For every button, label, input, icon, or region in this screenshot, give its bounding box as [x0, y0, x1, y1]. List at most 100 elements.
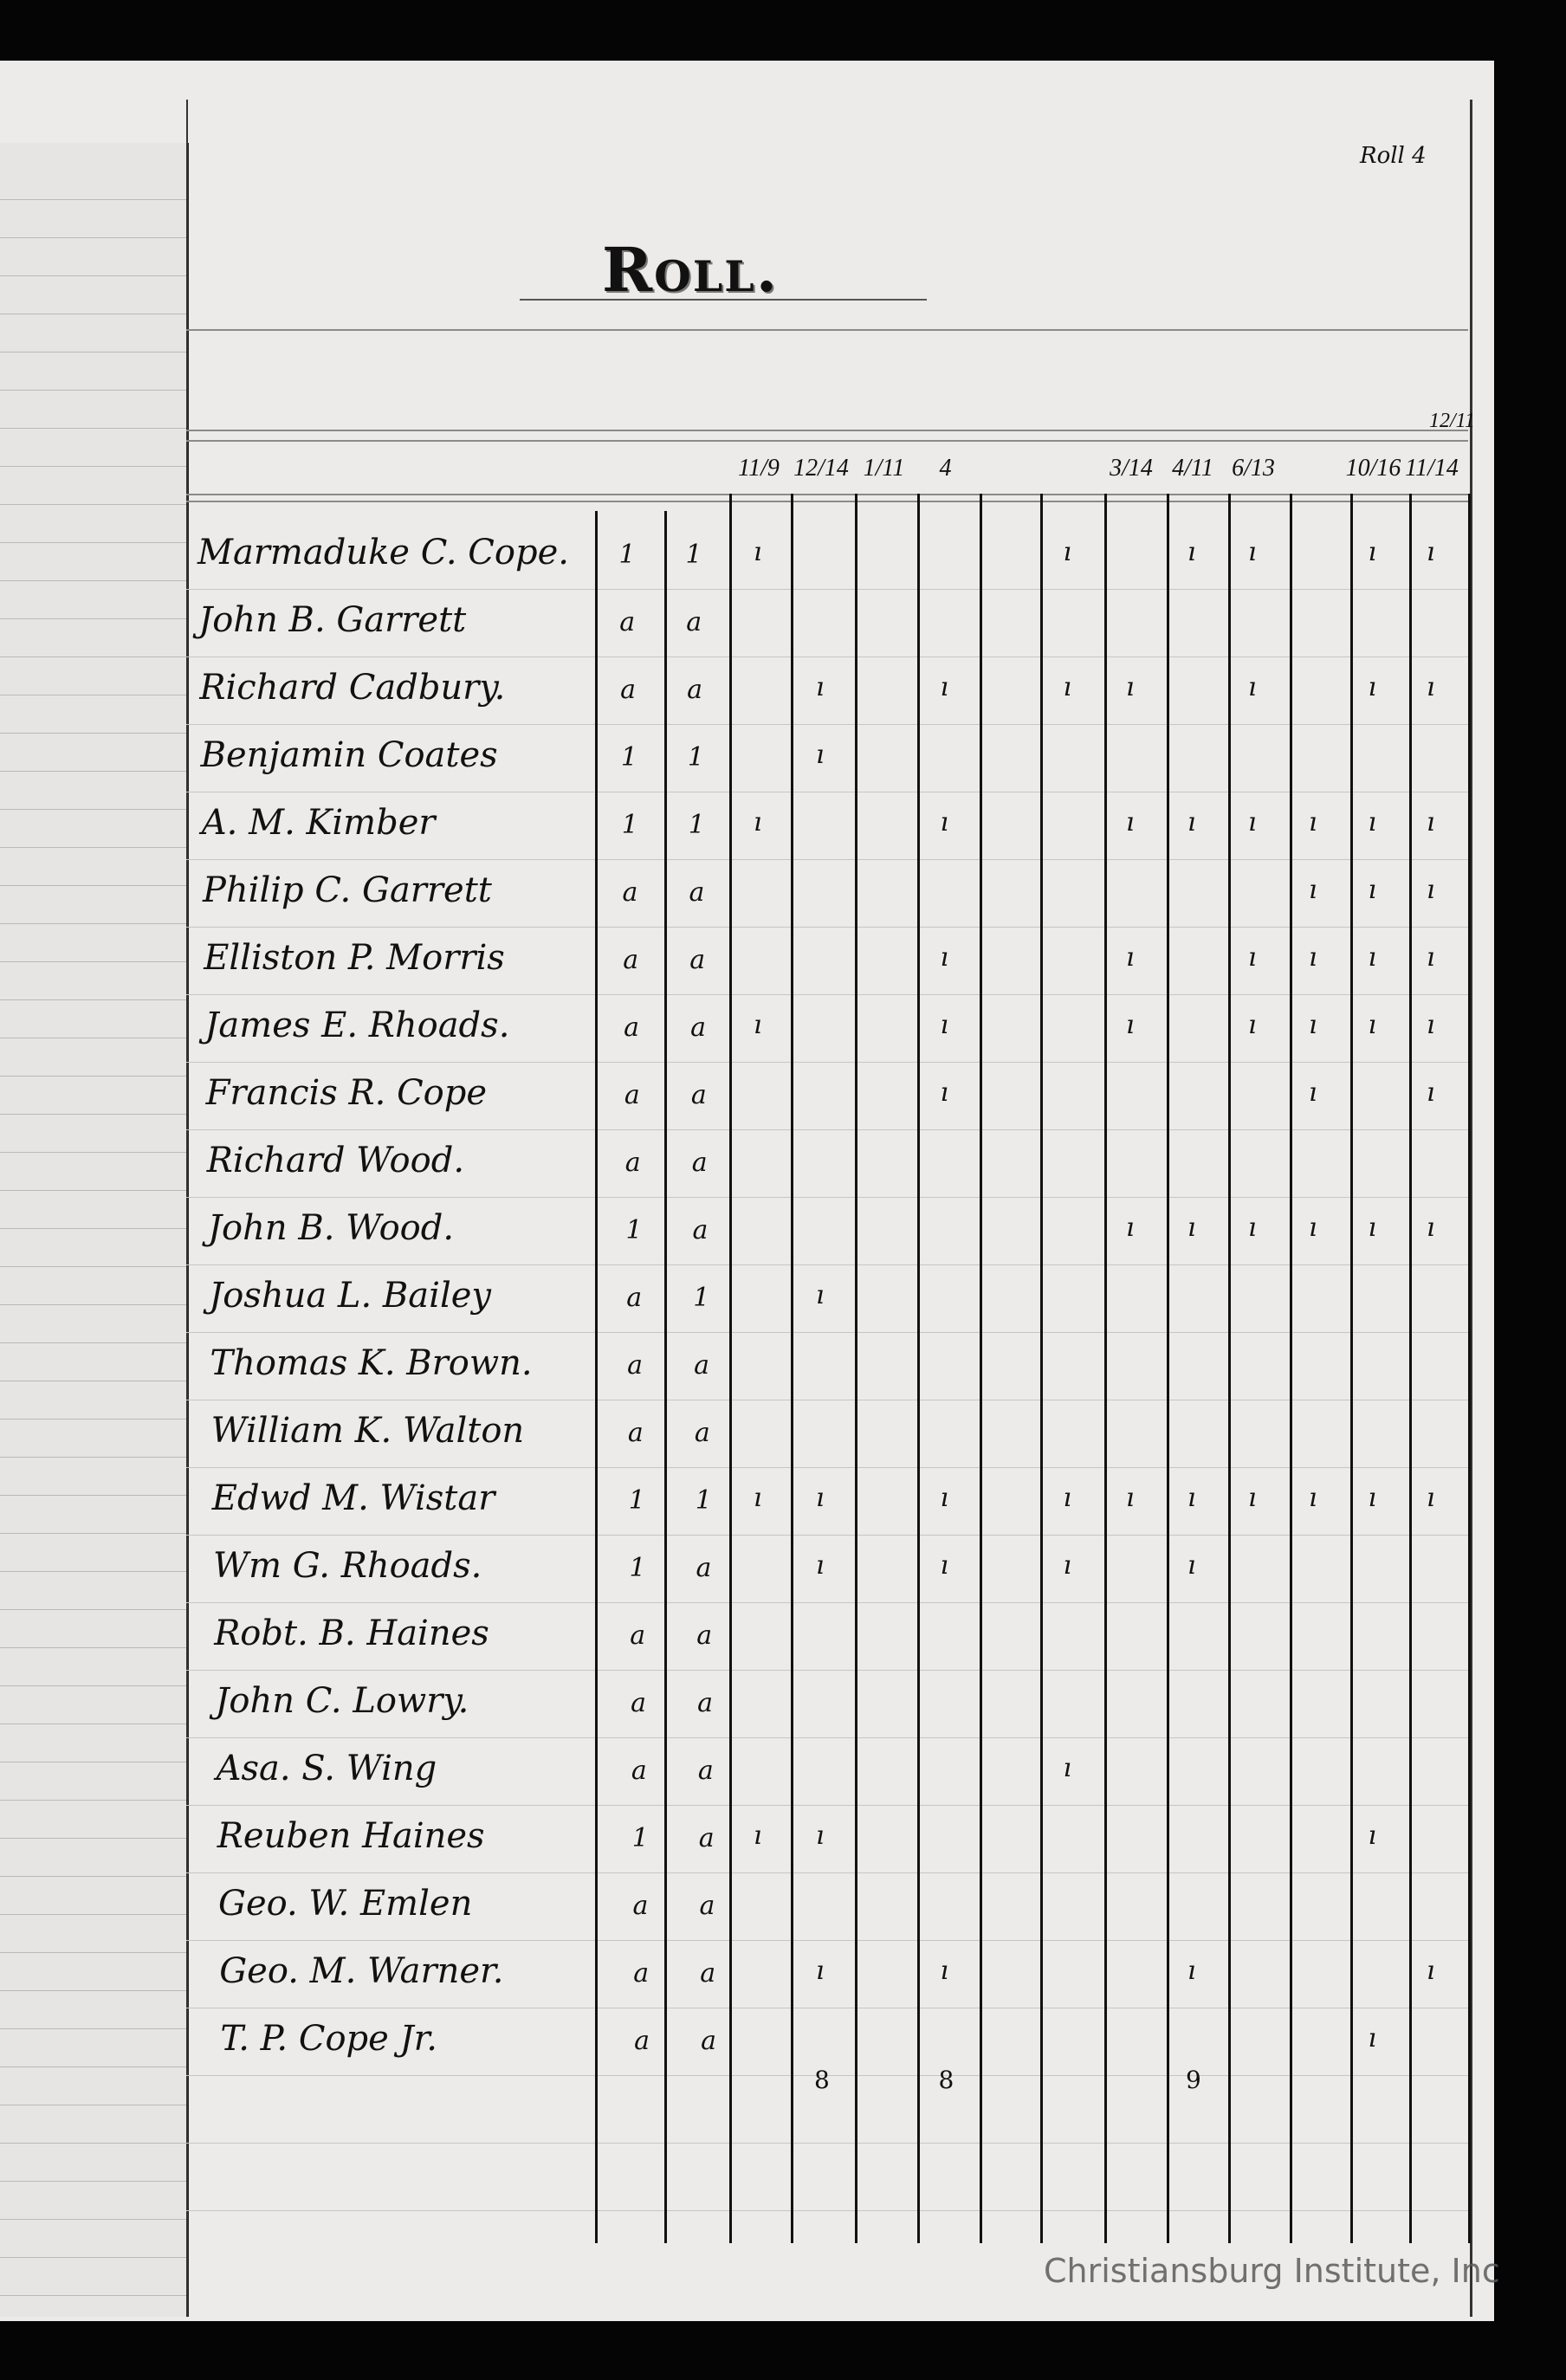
row-rule: [186, 2210, 1468, 2211]
member-name: John C. Lowry.: [215, 1681, 469, 1721]
attendance-mark: a: [627, 1350, 643, 1381]
column-line: [1289, 494, 1292, 2243]
attendance-mark: a: [620, 675, 636, 705]
attendance-mark: a: [691, 1148, 708, 1178]
sheet-rule: [0, 2181, 186, 2182]
column-line: [1408, 494, 1412, 2243]
attendance-mark: a: [694, 1418, 710, 1448]
attendance-mark: 1: [631, 1823, 649, 1853]
row-rule: [186, 994, 1468, 995]
sheet-rule: [0, 2143, 186, 2144]
row-rule: [186, 1197, 1468, 1198]
member-name: Reuben Haines: [217, 1816, 485, 1856]
attendance-tick: ı: [1248, 807, 1257, 838]
attendance-mark: a: [634, 2026, 650, 2056]
attendance-mark: a: [697, 1688, 713, 1718]
sheet-rule: [0, 1457, 186, 1458]
attendance-mark: a: [699, 1891, 715, 1921]
attendance-tick: ı: [1368, 807, 1377, 838]
row-rule: [186, 1062, 1468, 1063]
column-date: 11/14: [1405, 455, 1459, 482]
sheet-rule: [0, 2028, 186, 2029]
attendance-tick: ı: [1063, 1483, 1072, 1513]
attendance-mark: a: [697, 1756, 714, 1786]
sheet-rule: [0, 275, 186, 276]
sheet-rule: [0, 1914, 186, 1915]
column-total: 9: [1186, 2066, 1201, 2094]
column-date: 3/14: [1110, 455, 1153, 482]
row-rule: [186, 1737, 1468, 1738]
header-rule: [186, 430, 1468, 431]
row-rule: [186, 859, 1468, 860]
column-date: 4/11: [1172, 455, 1213, 482]
attendance-tick: ı: [1063, 1550, 1072, 1581]
attendance-tick: ı: [754, 1483, 762, 1513]
paper: [0, 61, 1494, 2321]
sheet-rule: [0, 618, 186, 619]
sheet-rule: [0, 2257, 186, 2258]
attendance-tick: ı: [1309, 1077, 1317, 1108]
member-name: Asa. S. Wing: [216, 1749, 437, 1788]
column-total: 8: [938, 2066, 954, 2094]
attendance-mark: a: [623, 945, 639, 975]
attendance-tick: ı: [1187, 1483, 1196, 1513]
attendance-mark: 1: [695, 1485, 712, 1516]
title-underline: [520, 299, 927, 301]
attendance-tick: ı: [940, 1956, 949, 1986]
attendance-mark: a: [631, 1756, 647, 1786]
attendance-tick: ı: [1309, 942, 1317, 973]
attendance-tick: ı: [940, 1483, 949, 1513]
attendance-mark: a: [698, 1823, 715, 1853]
row-rule: [186, 2075, 1468, 2076]
attendance-tick: ı: [1063, 537, 1072, 567]
attendance-tick: ı: [1126, 807, 1135, 838]
sheet-rule: [0, 504, 186, 505]
attendance-tick: ı: [816, 1821, 825, 1851]
row-rule: [186, 1670, 1468, 1671]
sheet-rule: [0, 1800, 186, 1801]
attendance-tick: ı: [940, 1010, 949, 1040]
attendance-mark: a: [633, 1958, 650, 1989]
attendance-mark: a: [687, 675, 702, 705]
column-date: 11/9: [738, 455, 780, 482]
sheet-rule: [0, 1304, 186, 1305]
attendance-tick: ı: [1126, 672, 1135, 702]
attendance-tick: ı: [1368, 1483, 1377, 1513]
column-line: [1167, 494, 1170, 2243]
attendance-mark: 1: [685, 540, 702, 570]
row-rule: [186, 724, 1468, 725]
column-line: [1468, 494, 1472, 2243]
attendance-mark: a: [624, 1080, 640, 1110]
member-name: Richard Wood.: [206, 1141, 465, 1180]
sheet-rule: [0, 885, 186, 886]
attendance-tick: ı: [1248, 672, 1257, 702]
attendance-tick: ı: [816, 740, 825, 770]
roll-ledger-page: [186, 100, 1472, 2317]
sheet-rule: [0, 999, 186, 1000]
column-total: 8: [814, 2066, 830, 2094]
column-line: [917, 494, 920, 2243]
attendance-tick: ı: [1427, 875, 1435, 905]
sheet-rule: [0, 733, 186, 734]
attendance-tick: ı: [940, 1077, 949, 1108]
attendance-tick: ı: [940, 672, 949, 702]
attendance-mark: 1: [618, 540, 636, 570]
sheet-rule: [0, 237, 186, 238]
row-rule: [186, 1940, 1468, 1941]
sheet-rule: [0, 1342, 186, 1343]
attendance-mark: a: [689, 877, 705, 908]
attendance-tick: ı: [1063, 1753, 1072, 1783]
attendance-mark: a: [696, 1553, 712, 1583]
row-rule: [186, 1872, 1468, 1873]
attendance-tick: ı: [1187, 1956, 1196, 1986]
sheet-rule: [0, 1685, 186, 1686]
attendance-mark: a: [626, 1283, 643, 1313]
attendance-tick: ı: [1427, 1010, 1435, 1040]
attendance-tick: ı: [1427, 1956, 1435, 1986]
attendance-tick: ı: [754, 807, 762, 838]
attendance-tick: ı: [1187, 807, 1196, 838]
attendance-tick: ı: [1126, 1213, 1135, 1243]
attendance-tick: ı: [1248, 1213, 1257, 1243]
sheet-rule: [0, 809, 186, 810]
